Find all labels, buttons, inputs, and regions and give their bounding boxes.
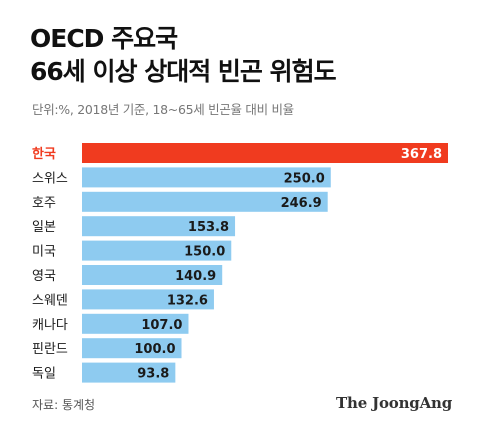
bar-row: 일본 153.8 <box>32 216 236 237</box>
data-label: 367.8 <box>401 147 442 162</box>
bar <box>82 167 331 188</box>
data-label: 250.0 <box>284 171 325 186</box>
category-label: 영국 <box>32 269 56 284</box>
bar-row: 스위스 250.0 <box>32 167 331 188</box>
data-label: 140.9 <box>175 269 216 284</box>
category-label: 핀란드 <box>32 342 68 357</box>
category-label: 일본 <box>32 220 56 235</box>
chart-subtitle: 단위:%, 2018년 기준, 18~65세 빈곤율 대비 비율 <box>32 102 294 117</box>
chart-title-line-2: 66세 이상 상대적 빈곤 위험도 <box>30 57 337 86</box>
bar-row: 스웨덴 132.6 <box>32 289 214 310</box>
data-label: 93.8 <box>137 367 169 382</box>
category-label: 미국 <box>32 245 56 260</box>
bar-row: 핀란드 100.0 <box>32 338 182 359</box>
data-label: 246.9 <box>281 196 322 211</box>
category-label: 스위스 <box>32 171 68 186</box>
category-label: 스웨덴 <box>32 293 68 308</box>
category-label: 독일 <box>32 367 56 382</box>
bar <box>82 143 448 163</box>
chart-title-line-1: OECD 주요국 <box>30 24 178 53</box>
category-label: 호주 <box>32 196 56 211</box>
data-label: 132.6 <box>167 293 208 308</box>
bar <box>82 240 232 261</box>
bar <box>82 216 236 237</box>
data-label: 107.0 <box>141 318 182 333</box>
bar-row: 한국 367.8 <box>32 143 448 163</box>
chart-title: OECD 주요국 66세 이상 상대적 빈곤 위험도 <box>30 22 337 88</box>
data-label: 153.8 <box>188 220 229 235</box>
bar <box>82 191 328 212</box>
bar-row: 캐나다 107.0 <box>32 313 189 334</box>
data-label: 150.0 <box>184 245 225 260</box>
bar-row: 독일 93.8 <box>32 362 176 383</box>
category-label: 캐나다 <box>32 318 68 333</box>
data-label: 100.0 <box>134 342 175 357</box>
bar <box>82 362 176 383</box>
bar <box>82 338 182 359</box>
bar-row: 영국 140.9 <box>32 265 223 285</box>
brand-logo: The JoongAng <box>336 394 452 412</box>
bar <box>82 313 189 334</box>
bar-row: 호주 246.9 <box>32 191 328 212</box>
bar-row: 미국 150.0 <box>32 240 232 261</box>
bar <box>82 289 214 310</box>
category-label: 한국 <box>32 146 56 162</box>
bar <box>82 265 223 285</box>
source-note: 자료: 통계청 <box>32 398 96 412</box>
